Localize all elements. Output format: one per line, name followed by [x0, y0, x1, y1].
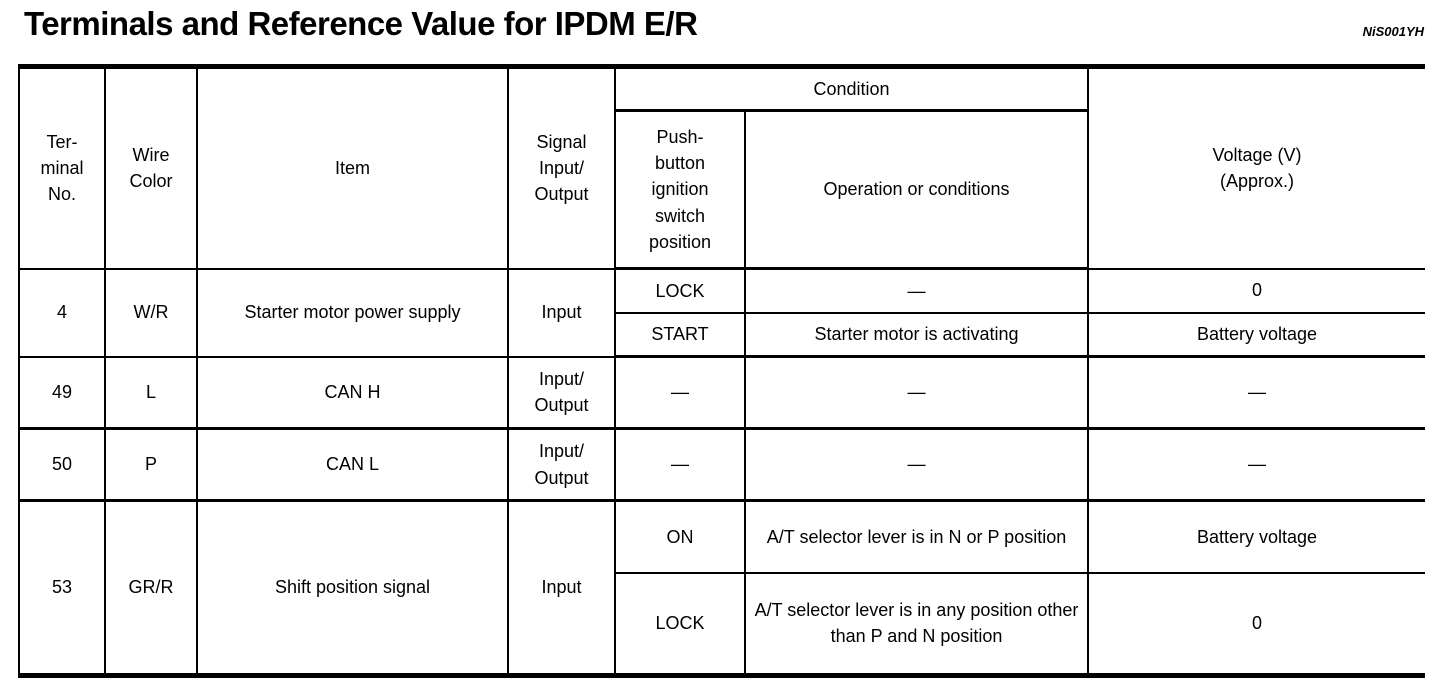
terminal-no-cell: 50: [18, 427, 106, 502]
voltage-cell: 0: [1087, 267, 1425, 314]
figure-code: NiS001YH: [1362, 24, 1424, 39]
table-row: 49 L CAN H Input/ Output — — —: [18, 355, 1425, 430]
wire-color-cell: GR/R: [104, 499, 198, 677]
col-header-item: Item: [196, 65, 509, 270]
ignition-position-cell: LOCK: [614, 571, 746, 677]
signal-io-cell: Input/ Output: [507, 427, 616, 502]
table-row: 50 P CAN L Input/ Output — — —: [18, 427, 1425, 502]
col-header-voltage: Voltage (V) (Approx.): [1087, 65, 1425, 270]
operation-cell: Starter motor is activating: [744, 311, 1089, 358]
terminal-no-cell: 49: [18, 355, 106, 430]
terminal-no-cell: 4: [18, 267, 106, 358]
operation-cell: —: [744, 267, 1089, 314]
ignition-position-cell: —: [614, 427, 746, 502]
col-header-condition: Condition: [614, 65, 1089, 112]
col-header-signal-io: Signal Input/ Output: [507, 65, 616, 270]
signal-io-cell: Input/ Output: [507, 355, 616, 430]
item-cell: Shift position signal: [196, 499, 509, 677]
terminals-reference-table: Ter- minal No. Wire Color Item Signal In…: [18, 64, 1425, 678]
page-title: Terminals and Reference Value for IPDM E…: [24, 5, 698, 43]
col-header-terminal-no: Ter- minal No.: [18, 65, 106, 270]
operation-cell: —: [744, 427, 1089, 502]
voltage-cell: 0: [1087, 571, 1425, 677]
col-header-wire-color: Wire Color: [104, 65, 198, 270]
col-header-push-button-position: Push- button ignition switch position: [614, 109, 746, 270]
wire-color-cell: P: [104, 427, 198, 502]
terminal-no-cell: 53: [18, 499, 106, 677]
col-header-operation: Operation or conditions: [744, 109, 1088, 270]
operation-cell: A/T selector lever is in any position ot…: [744, 571, 1089, 677]
table-row: START Starter motor is activating Batter…: [19, 311, 1425, 358]
ignition-position-cell: ON: [614, 499, 746, 574]
wire-color-cell: L: [104, 355, 198, 430]
table-row: 53 GR/R Shift position signal Input ON A…: [18, 499, 1425, 677]
item-cell: CAN H: [196, 355, 509, 430]
ignition-position-cell: LOCK: [614, 267, 746, 314]
voltage-cell: —: [1087, 355, 1425, 430]
table-row: 4 W/R Starter motor power supply Input L…: [18, 267, 1425, 358]
item-cell: CAN L: [196, 427, 509, 502]
signal-io-cell: Input: [507, 499, 616, 677]
voltage-cell: Battery voltage: [1087, 311, 1425, 358]
header-row-condition: Ter- minal No. Wire Color Item Signal In…: [18, 65, 1425, 270]
operation-cell: —: [744, 355, 1089, 430]
signal-io-cell: Input: [507, 267, 616, 358]
ignition-position-cell: —: [614, 355, 746, 430]
item-cell: Starter motor power supply: [196, 267, 509, 358]
table-row: LOCK A/T selector lever is in any positi…: [19, 571, 1425, 677]
operation-cell: A/T selector lever is in N or P position: [744, 499, 1089, 574]
ignition-position-cell: START: [614, 311, 746, 358]
title-bar: Terminals and Reference Value for IPDM E…: [24, 2, 1424, 42]
header-row-subheaders: Push- button ignition switch position Op…: [19, 109, 1425, 270]
wire-color-cell: W/R: [104, 267, 198, 358]
voltage-cell: Battery voltage: [1087, 499, 1425, 574]
voltage-cell: —: [1087, 427, 1425, 502]
